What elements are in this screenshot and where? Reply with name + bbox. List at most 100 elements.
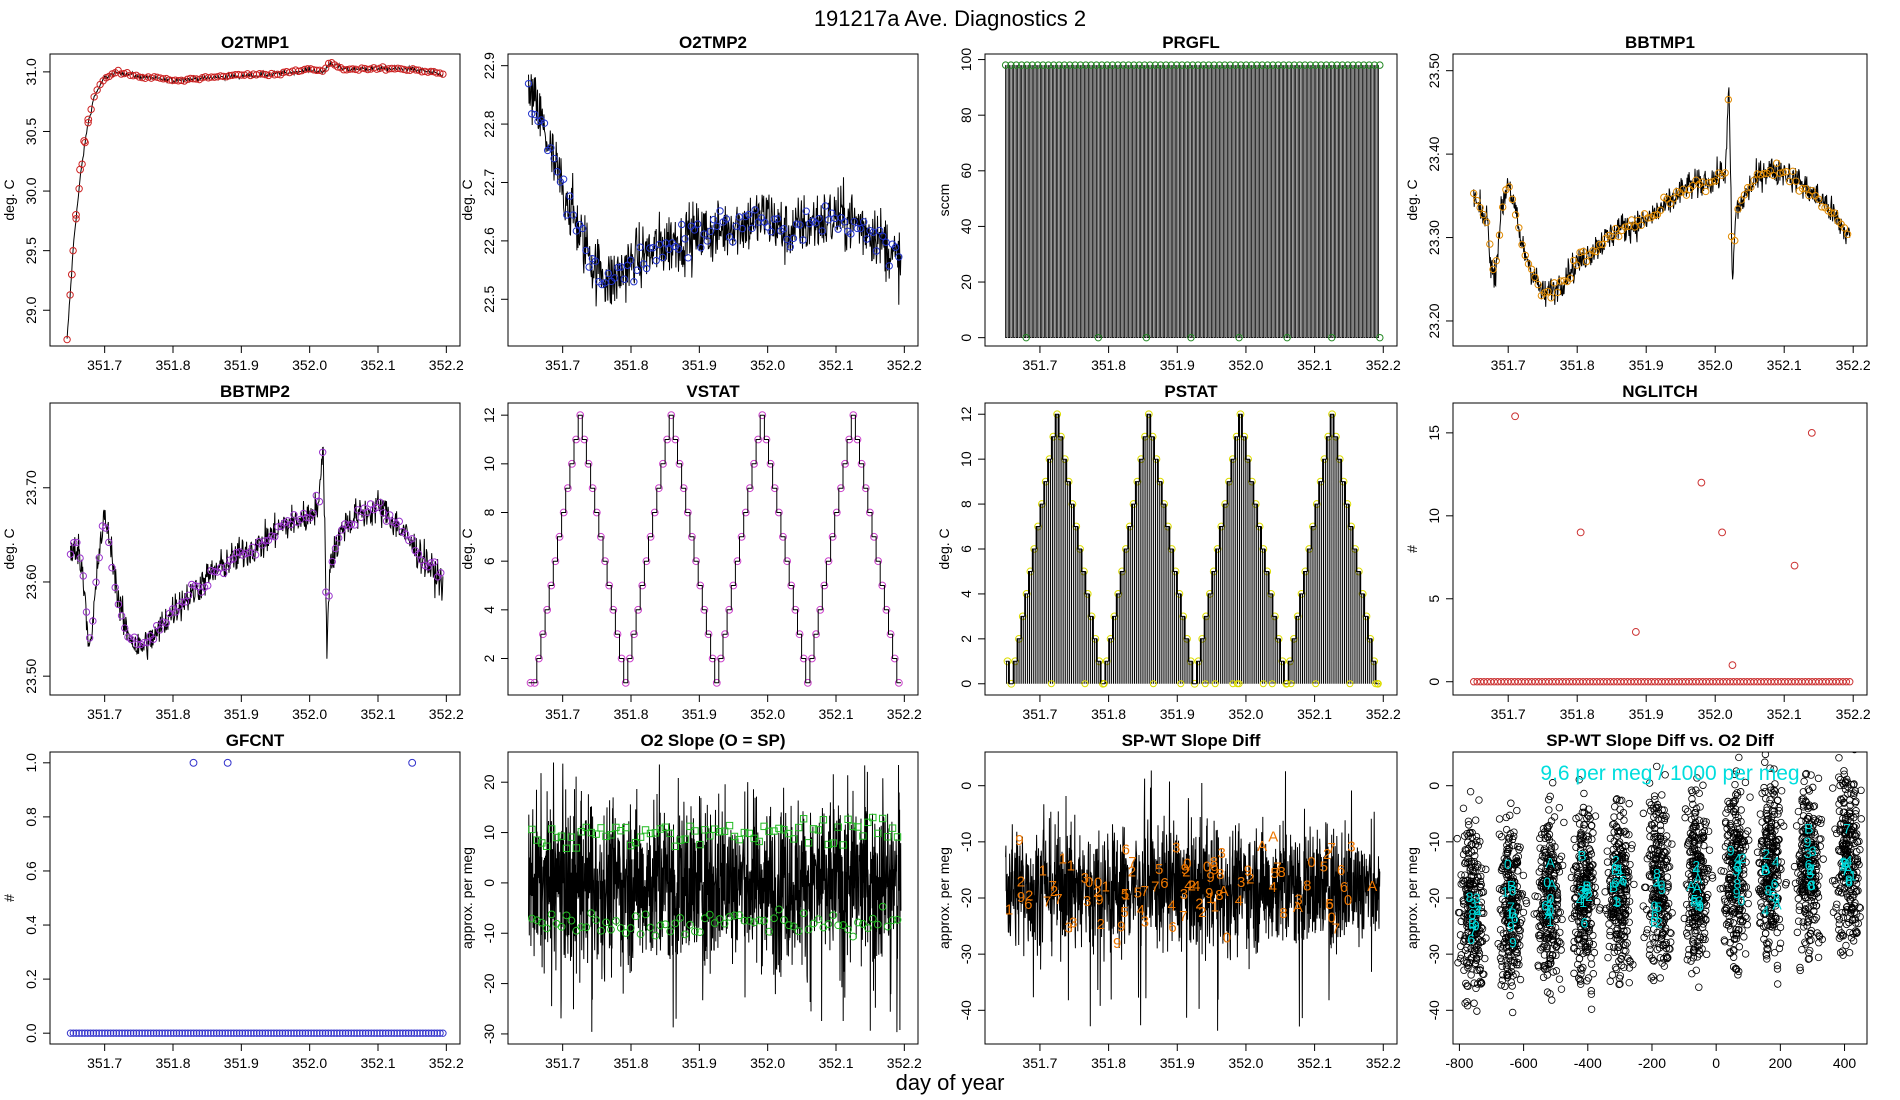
data-point bbox=[1653, 875, 1662, 884]
data-point bbox=[1473, 196, 1481, 205]
y-axis-label: deg. C bbox=[459, 528, 475, 569]
data-point bbox=[681, 930, 689, 939]
data-point bbox=[1607, 885, 1615, 893]
data-point bbox=[691, 827, 699, 835]
data-label: 2 bbox=[1582, 885, 1590, 901]
data-point bbox=[572, 435, 580, 444]
data-point bbox=[1623, 927, 1631, 935]
data-point bbox=[1360, 61, 1368, 69]
data-point bbox=[1658, 806, 1666, 814]
data-label: 9 bbox=[1696, 898, 1704, 914]
data-label: 0 bbox=[1658, 877, 1666, 893]
data-point bbox=[1536, 930, 1545, 938]
data-label: 9 bbox=[1727, 843, 1735, 859]
data-point bbox=[1625, 978, 1633, 987]
data-point bbox=[784, 921, 793, 930]
data-point bbox=[1033, 61, 1042, 69]
data-point bbox=[66, 1029, 75, 1037]
data-label: 4 bbox=[1772, 853, 1780, 869]
data-point bbox=[711, 825, 719, 833]
y-tick-label: 0 bbox=[481, 879, 497, 887]
data-point bbox=[572, 844, 581, 852]
data-point bbox=[66, 291, 74, 299]
data-point bbox=[1691, 808, 1699, 817]
data-point bbox=[1547, 855, 1555, 864]
data-point bbox=[1650, 806, 1659, 815]
data-point bbox=[532, 916, 541, 925]
data-point bbox=[1502, 849, 1510, 858]
data-point bbox=[1616, 845, 1624, 853]
data-point bbox=[1499, 203, 1507, 211]
data-point bbox=[631, 838, 640, 847]
x-tick-label: 352.2 bbox=[887, 706, 922, 722]
x-tick-label: 351.7 bbox=[545, 1055, 580, 1071]
data-point bbox=[1512, 970, 1520, 978]
y-tick-label: 23.30 bbox=[1426, 220, 1442, 255]
data-point bbox=[1547, 863, 1555, 871]
data-point bbox=[1575, 935, 1583, 943]
data-point bbox=[1606, 977, 1614, 985]
data-point bbox=[758, 411, 767, 420]
data-point bbox=[1603, 858, 1612, 866]
data-point bbox=[1205, 61, 1213, 69]
data-label: 0 bbox=[1651, 898, 1659, 914]
data-point bbox=[1468, 921, 1476, 930]
data-point bbox=[1647, 820, 1656, 829]
data-point bbox=[1544, 287, 1552, 296]
data-point bbox=[760, 822, 768, 831]
data-point bbox=[1704, 827, 1713, 836]
panel-title: SP-WT Slope Diff vs. O2 Diff bbox=[1546, 731, 1774, 750]
data-point bbox=[414, 550, 423, 558]
data-point bbox=[566, 192, 574, 200]
data-point bbox=[1697, 877, 1705, 886]
data-point bbox=[1621, 909, 1630, 918]
data-point bbox=[1516, 919, 1525, 927]
data-point bbox=[1584, 974, 1593, 982]
data-point bbox=[1177, 680, 1185, 688]
data-point bbox=[1735, 926, 1743, 934]
data-point bbox=[1587, 990, 1596, 998]
data-point bbox=[1722, 809, 1730, 817]
data-point bbox=[1478, 937, 1487, 946]
data-point bbox=[1092, 61, 1101, 69]
y-tick-label: 0 bbox=[958, 782, 974, 790]
data-point bbox=[1468, 840, 1476, 849]
data-point bbox=[853, 435, 862, 444]
data-point bbox=[1731, 965, 1740, 973]
data-label: B bbox=[1804, 820, 1813, 836]
data-point bbox=[1719, 884, 1727, 893]
data-point bbox=[804, 925, 813, 934]
data-point bbox=[230, 1029, 238, 1037]
data-point bbox=[95, 553, 103, 562]
data-point bbox=[1044, 61, 1053, 69]
data-point bbox=[115, 1029, 123, 1037]
data-point bbox=[765, 927, 773, 936]
data-point bbox=[1199, 61, 1208, 69]
data-point bbox=[1541, 933, 1549, 941]
data-point bbox=[1057, 432, 1065, 441]
x-tick-label: 351.9 bbox=[682, 1055, 717, 1071]
data-point bbox=[829, 839, 837, 847]
data-point bbox=[710, 919, 719, 927]
x-tick-label: 352.2 bbox=[1366, 357, 1401, 373]
data-label: 9 bbox=[1733, 885, 1741, 901]
data-point bbox=[1175, 590, 1184, 598]
data-label: 7 bbox=[1507, 899, 1515, 915]
data-point bbox=[738, 224, 747, 233]
data-point bbox=[1549, 930, 1557, 938]
data-point bbox=[1194, 657, 1203, 666]
data-point bbox=[318, 1029, 327, 1037]
data-point bbox=[251, 551, 260, 559]
y-tick-label: -30 bbox=[481, 1024, 497, 1044]
data-point bbox=[636, 243, 644, 251]
data-point bbox=[267, 1029, 275, 1037]
data-point bbox=[1637, 221, 1646, 229]
data-label: 1 bbox=[1206, 890, 1214, 907]
data-point bbox=[1692, 804, 1701, 813]
data-point bbox=[709, 215, 718, 224]
data-point bbox=[1664, 899, 1673, 908]
data-point bbox=[684, 254, 692, 262]
data-point bbox=[1553, 288, 1562, 297]
series-line bbox=[70, 446, 444, 660]
data-point bbox=[1144, 410, 1153, 419]
